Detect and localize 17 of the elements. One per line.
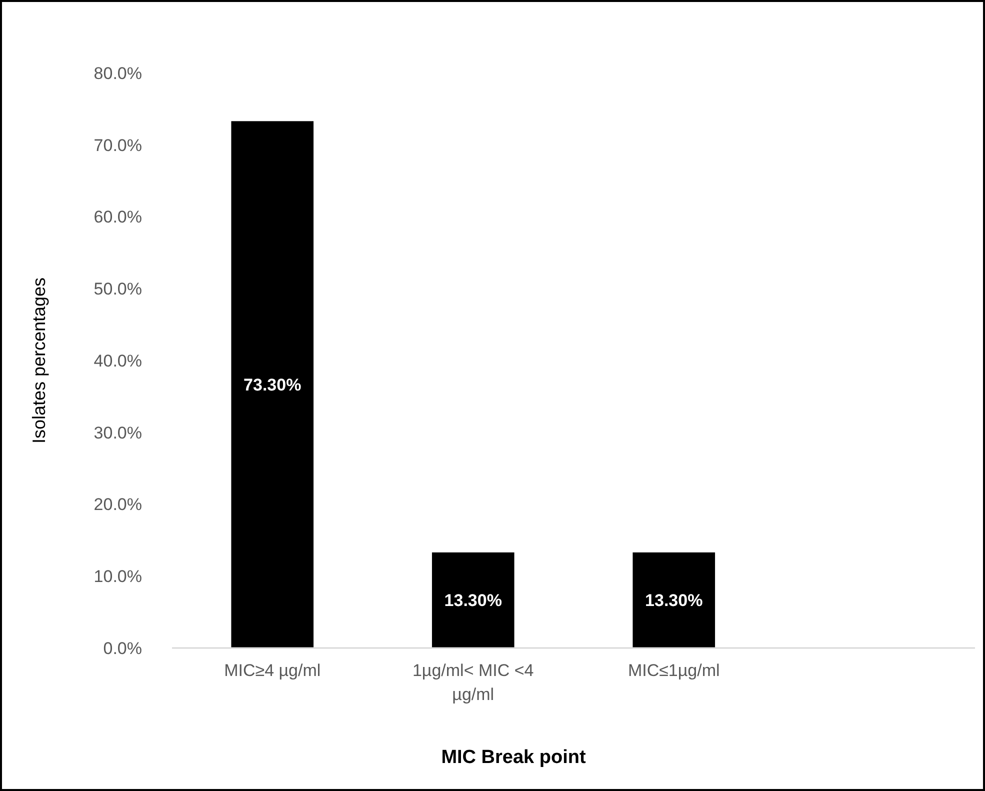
y-tick-label: 40.0% — [94, 351, 142, 370]
data-label: 13.30% — [645, 591, 703, 610]
y-tick-label: 80.0% — [94, 64, 142, 83]
data-label: 73.30% — [244, 376, 302, 395]
x-axis-title: MIC Break point — [441, 747, 586, 768]
x-tick-label: MIC≥4 µg/ml — [224, 661, 321, 680]
y-tick-label: 30.0% — [94, 423, 142, 442]
x-tick-label: 1µg/ml< MIC <4 µg/ml — [412, 661, 534, 704]
x-tick-label: MIC≤1µg/ml — [628, 661, 720, 680]
data-label: 13.30% — [444, 591, 502, 610]
y-tick-label: 20.0% — [94, 495, 142, 514]
y-tick-label: 70.0% — [94, 136, 142, 155]
y-tick-label: 10.0% — [94, 567, 142, 586]
y-tick-label: 0.0% — [103, 638, 142, 658]
y-axis-title: Isolates percentages — [29, 277, 49, 444]
y-tick-label: 60.0% — [94, 208, 142, 227]
y-tick-label: 50.0% — [94, 280, 142, 299]
